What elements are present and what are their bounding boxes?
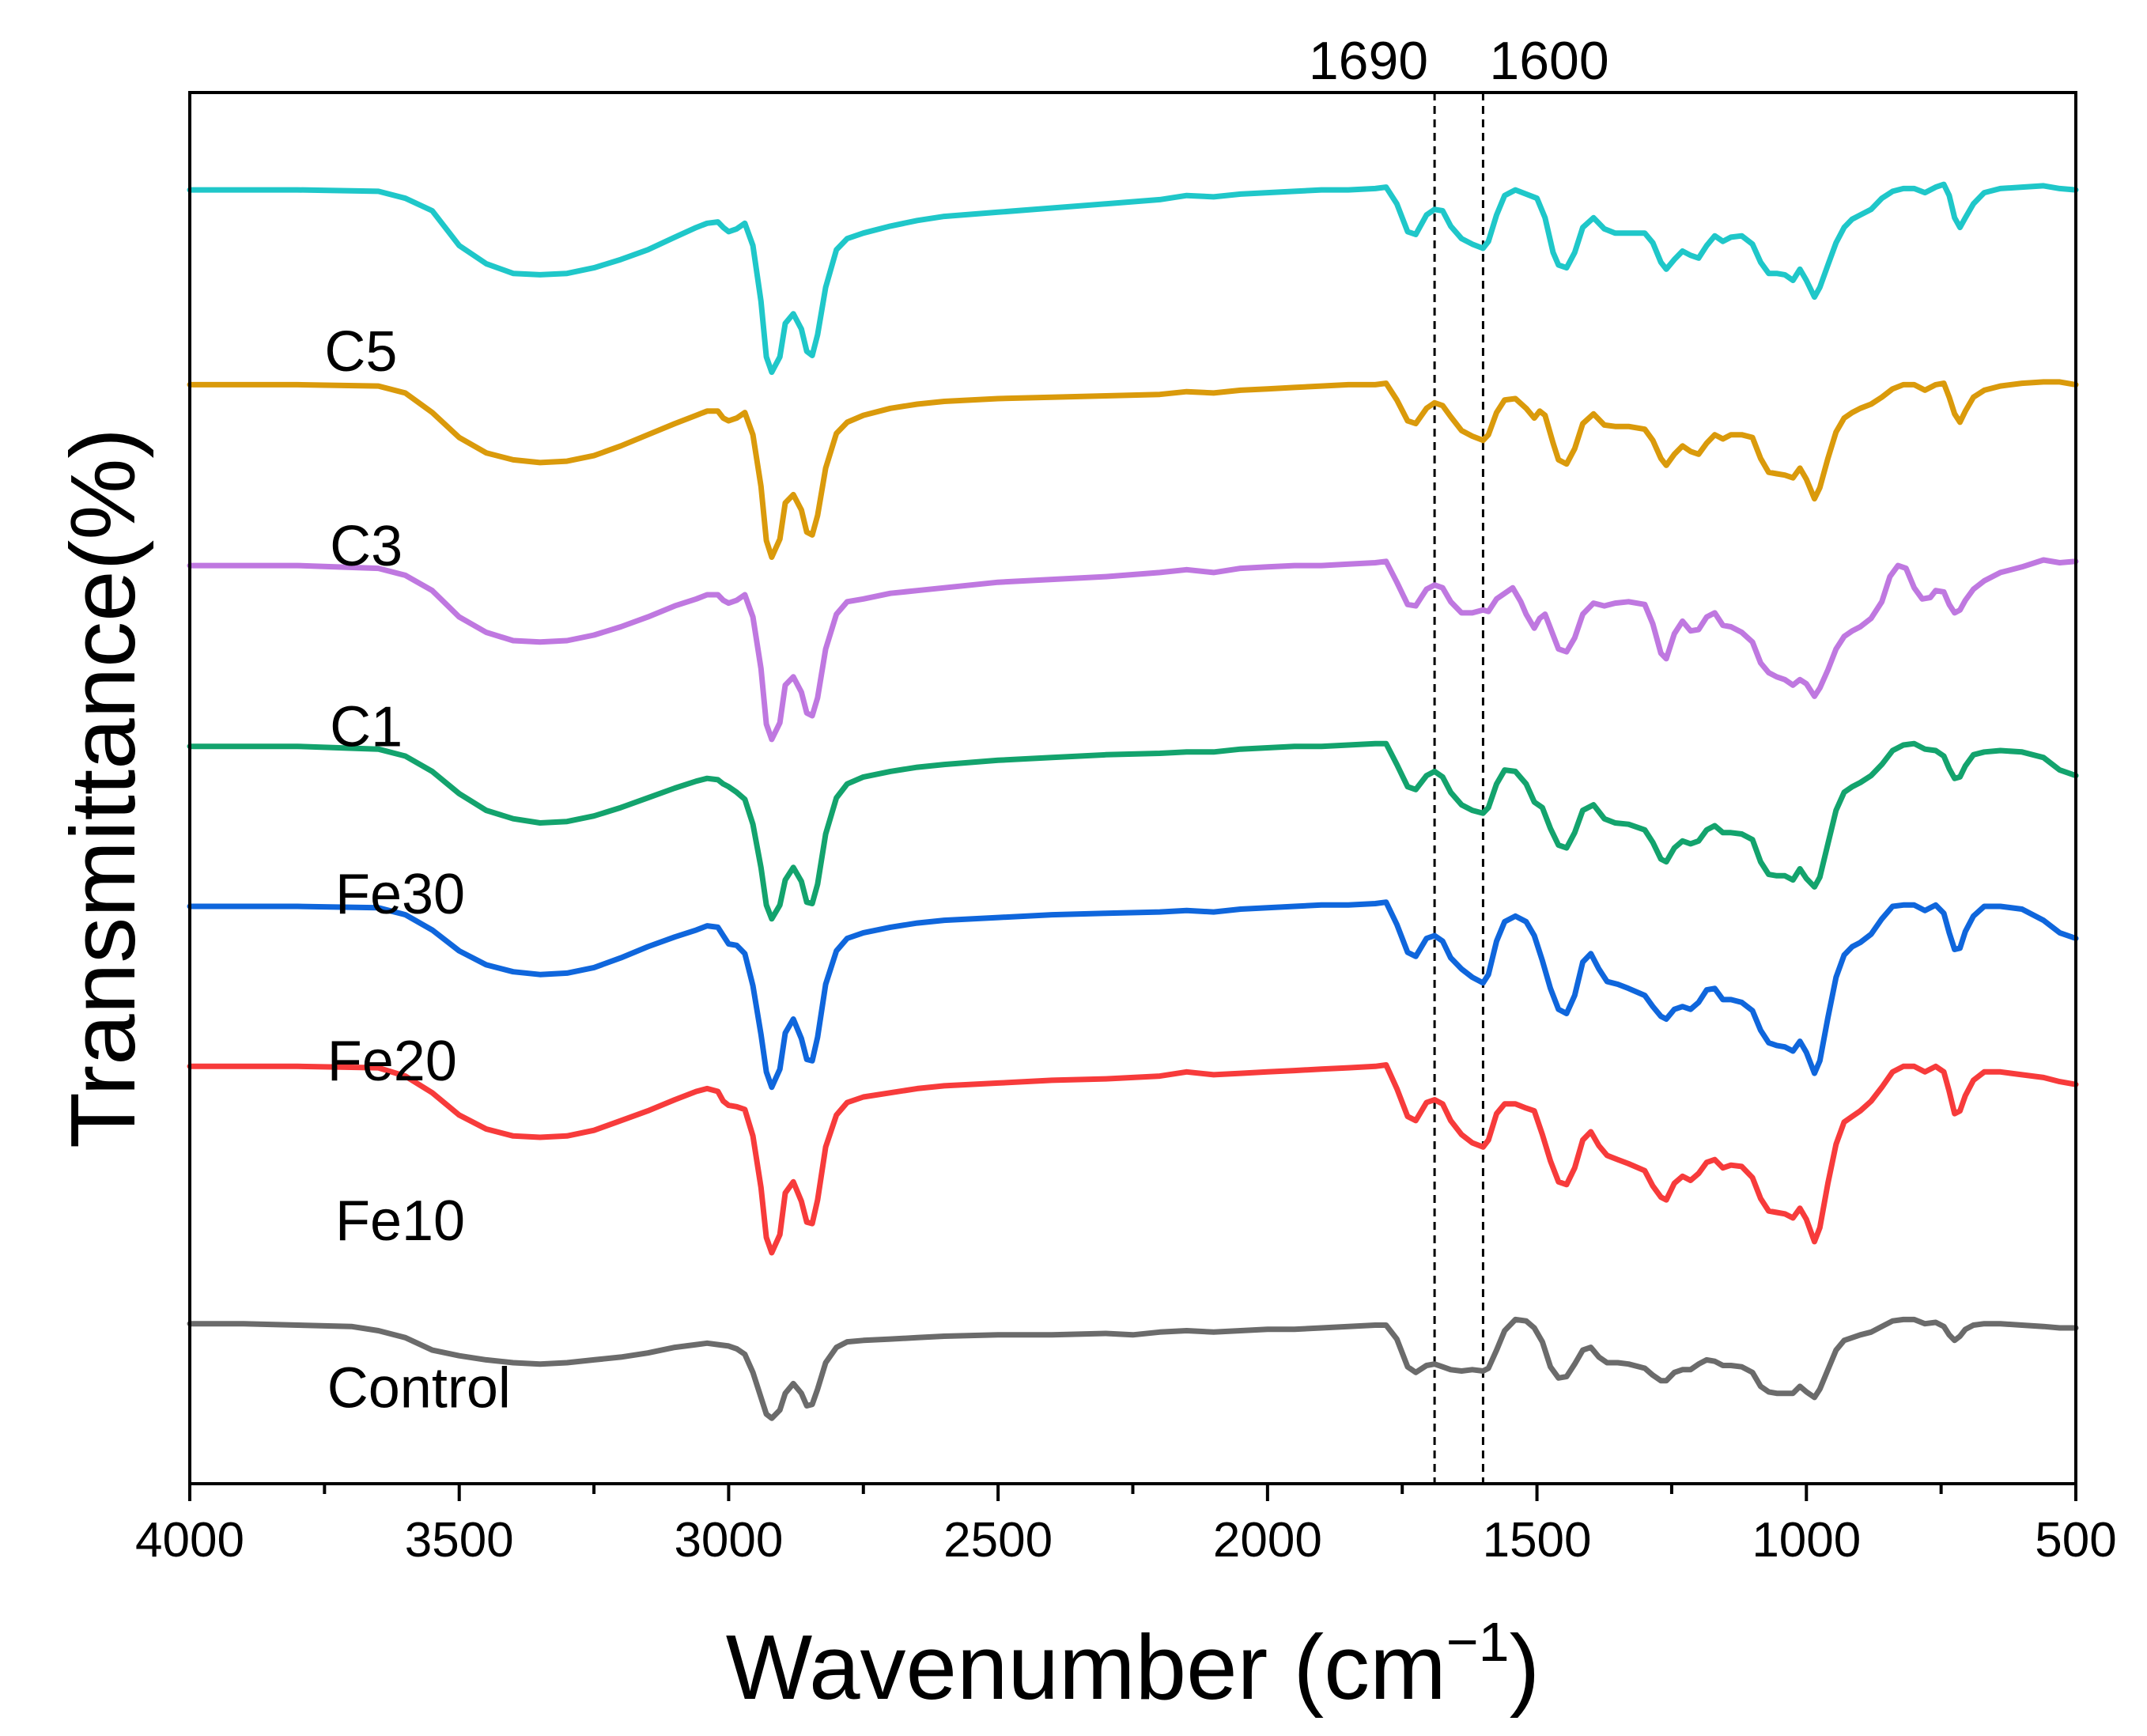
series-line-control	[187, 1316, 2079, 1421]
reference-label-1600: 1600	[1489, 31, 1608, 91]
series-line-c1	[187, 557, 2079, 743]
series-label-fe20: Fe20	[327, 1030, 457, 1093]
x-axis-title: Wavenumber (cm−1)	[726, 1611, 1540, 1719]
x-tick-label-3000: 3000	[674, 1513, 783, 1568]
series-lines	[187, 181, 2079, 1421]
series-label-fe10: Fe10	[335, 1189, 465, 1253]
series-label-c3: C3	[330, 515, 403, 578]
series-label-c5: C5	[324, 320, 397, 384]
series-line-c3	[187, 379, 2079, 560]
series-labels: C5 C3 C1 Fe30 Fe20 Fe10 Control	[324, 320, 511, 1420]
series-label-control: Control	[327, 1356, 511, 1420]
x-axis-title-suffix: )	[1510, 1616, 1540, 1719]
reference-lines: 1690 1600	[1309, 31, 1609, 1484]
x-tick-label-1000: 1000	[1752, 1513, 1861, 1568]
x-tick-label-2000: 2000	[1213, 1513, 1322, 1568]
reference-label-1690: 1690	[1309, 31, 1428, 91]
x-tick-label-3500: 3500	[405, 1513, 514, 1568]
x-tick-label-500: 500	[2035, 1513, 2116, 1568]
x-axis-title-main: Wavenumber (cm	[726, 1616, 1446, 1719]
series-line-fe10	[187, 1062, 2079, 1256]
x-tick-label-1500: 1500	[1483, 1513, 1592, 1568]
x-tick-label-4000: 4000	[135, 1513, 244, 1568]
x-axis-ticks: 4000 3500 3000 2500 2000 1500 1000 500	[135, 1484, 2117, 1568]
y-axis-title: Transmittance(%)	[51, 428, 154, 1148]
x-axis-title-superscript: −1	[1446, 1611, 1510, 1673]
x-tick-label-2500: 2500	[943, 1513, 1053, 1568]
series-line-fe20	[187, 899, 2079, 1091]
series-label-c1: C1	[330, 696, 403, 759]
series-label-fe30: Fe30	[335, 863, 465, 926]
series-line-fe30	[187, 740, 2079, 922]
series-line-c5	[187, 181, 2079, 376]
